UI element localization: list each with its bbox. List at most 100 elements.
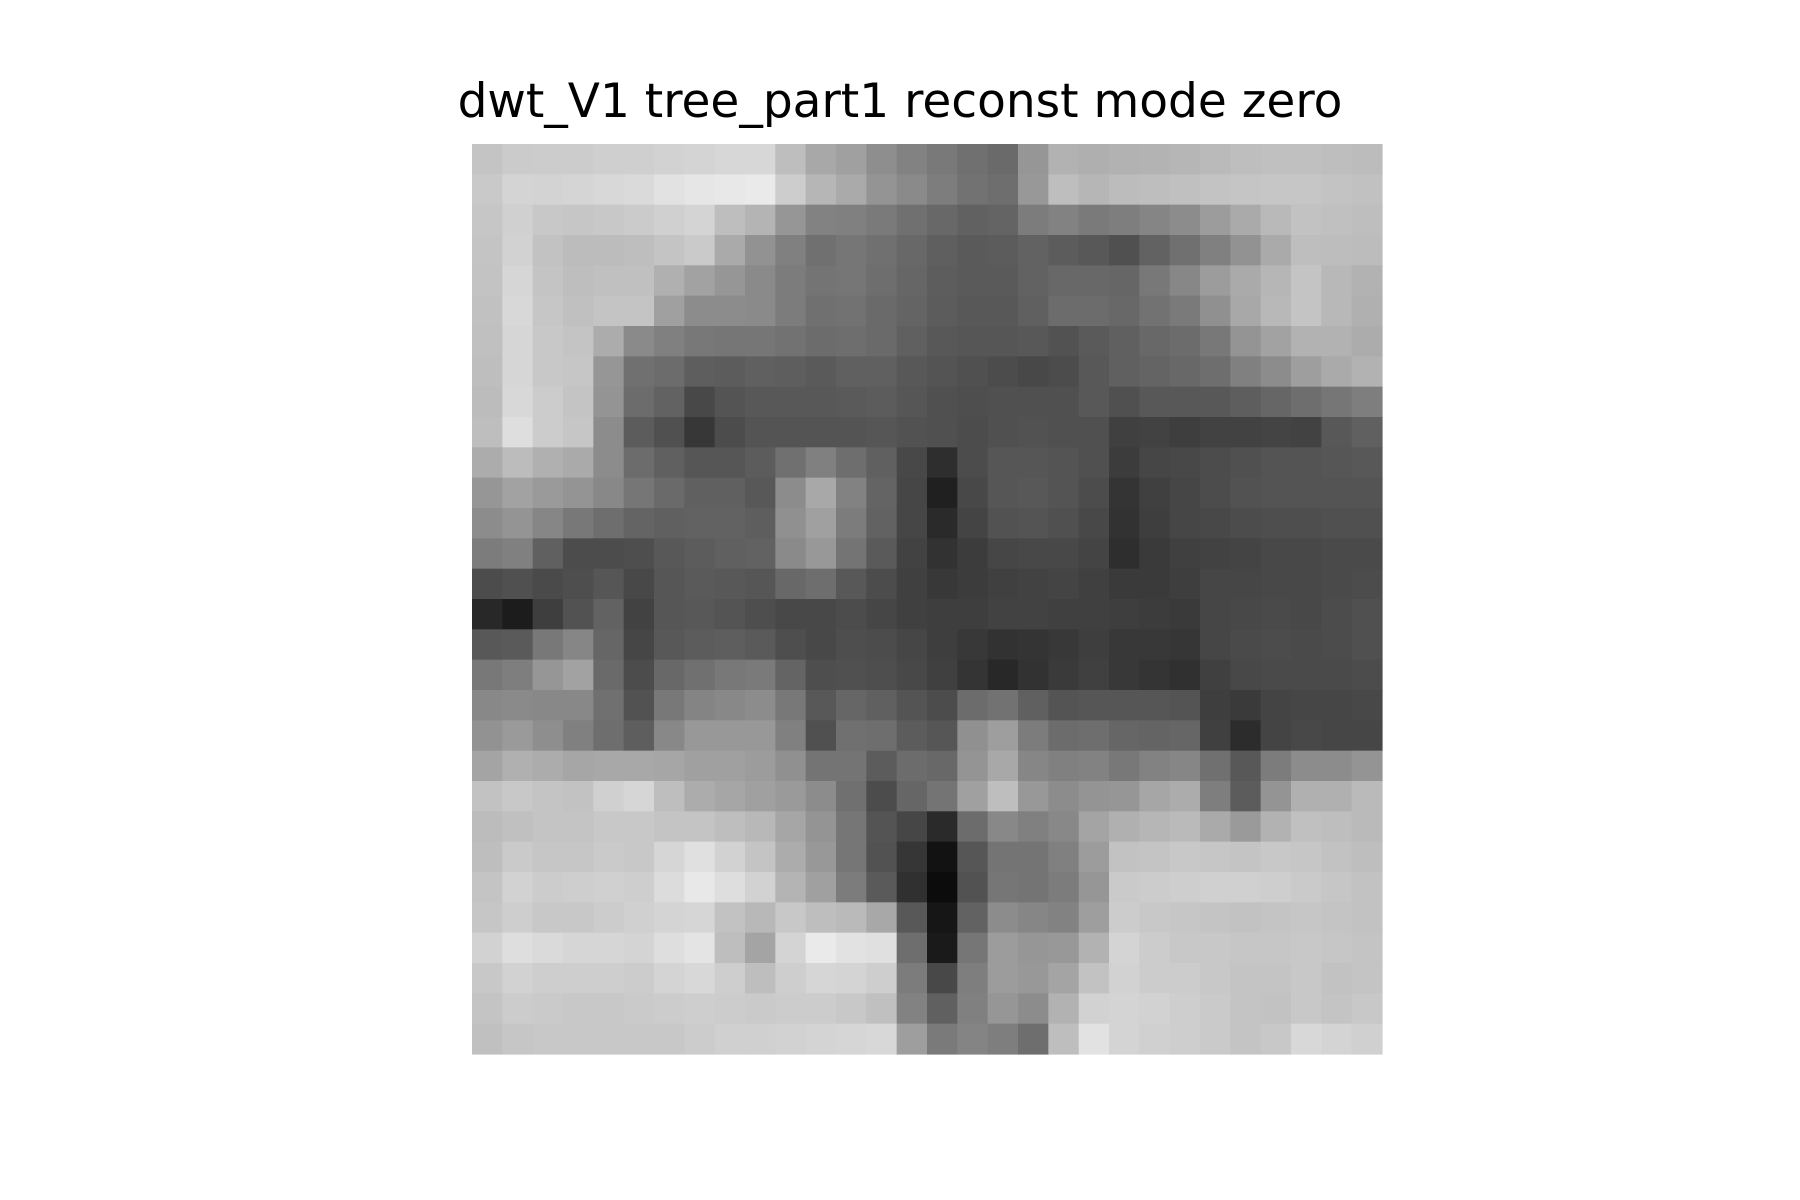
heatmap-cell <box>896 1023 928 1055</box>
heatmap-cell <box>684 872 716 903</box>
heatmap-cell <box>1018 932 1049 964</box>
heatmap-cell <box>654 781 685 812</box>
heatmap-cell <box>1200 356 1231 388</box>
heatmap-cell <box>1351 204 1383 236</box>
heatmap-cell <box>532 1023 564 1055</box>
heatmap-cell <box>593 235 625 266</box>
heatmap-cell <box>987 144 1019 175</box>
heatmap-cell <box>1260 902 1292 934</box>
heatmap-cell <box>1351 356 1383 388</box>
heatmap-cell <box>623 204 655 236</box>
heatmap-cell <box>987 659 1019 691</box>
heatmap-cell <box>1260 356 1292 388</box>
heatmap-cell <box>1291 841 1322 873</box>
heatmap-cell <box>502 326 534 357</box>
heatmap-cell <box>714 386 746 418</box>
heatmap-cell <box>836 629 867 661</box>
heatmap-cell <box>1230 599 1262 630</box>
heatmap-cell <box>1200 781 1231 812</box>
heatmap-cell <box>563 993 594 1025</box>
heatmap-cell <box>987 720 1019 752</box>
heatmap-cell <box>1321 508 1353 539</box>
heatmap-cell <box>1078 568 1110 600</box>
heatmap-cell <box>502 902 534 934</box>
heatmap-cell <box>1351 932 1383 964</box>
heatmap-cell <box>836 841 867 873</box>
heatmap-cell <box>714 872 746 903</box>
heatmap-cell <box>1018 295 1049 327</box>
heatmap-cell <box>714 447 746 479</box>
heatmap-cell <box>1018 993 1049 1025</box>
heatmap-cell <box>472 629 503 661</box>
heatmap-cell <box>1351 265 1383 297</box>
heatmap-cell <box>1048 1023 1080 1055</box>
heatmap-cell <box>1078 204 1110 236</box>
heatmap-cell <box>745 447 776 479</box>
heatmap-cell <box>836 174 867 206</box>
heatmap-cell <box>502 204 534 236</box>
heatmap-cell <box>1169 841 1201 873</box>
heatmap-cells <box>472 144 1383 1055</box>
heatmap-cell <box>1200 477 1231 509</box>
heatmap-cell <box>987 265 1019 297</box>
heatmap-cell <box>1230 963 1262 994</box>
heatmap-cell <box>1169 235 1201 266</box>
heatmap-cell <box>896 750 928 782</box>
heatmap-cell <box>775 993 807 1025</box>
heatmap-cell <box>593 508 625 539</box>
heatmap-cell <box>532 356 564 388</box>
heatmap-cell <box>1139 599 1171 630</box>
heatmap-cell <box>1351 235 1383 266</box>
heatmap-cell <box>836 599 867 630</box>
heatmap-cell <box>1169 508 1201 539</box>
heatmap-cell <box>532 781 564 812</box>
heatmap-cell <box>563 447 594 479</box>
heatmap-cell <box>1200 811 1231 843</box>
heatmap-cell <box>623 629 655 661</box>
heatmap-cell <box>654 690 685 721</box>
heatmap-cell <box>684 963 716 994</box>
heatmap-cell <box>1018 963 1049 994</box>
heatmap-cell <box>502 386 534 418</box>
heatmap-cell <box>987 538 1019 570</box>
heatmap-cell <box>1321 477 1353 509</box>
heatmap-cell <box>502 932 534 964</box>
heatmap-cell <box>684 447 716 479</box>
heatmap-cell <box>563 629 594 661</box>
heatmap-cell <box>1230 447 1262 479</box>
heatmap-cell <box>654 295 685 327</box>
heatmap-cell <box>502 295 534 327</box>
heatmap-cell <box>805 326 837 357</box>
heatmap-cell <box>1260 932 1292 964</box>
heatmap-cell <box>957 477 989 509</box>
heatmap-cell <box>927 690 958 721</box>
heatmap-cell <box>502 781 534 812</box>
heatmap-cell <box>472 811 503 843</box>
heatmap-cell <box>1200 963 1231 994</box>
heatmap-cell <box>1351 417 1383 448</box>
heatmap-cell <box>714 508 746 539</box>
heatmap-cell <box>654 538 685 570</box>
heatmap-cell <box>1078 326 1110 357</box>
heatmap-cell <box>745 599 776 630</box>
heatmap-cell <box>593 386 625 418</box>
heatmap-cell <box>1351 295 1383 327</box>
heatmap-cell <box>775 629 807 661</box>
heatmap-cell <box>1078 932 1110 964</box>
heatmap-cell <box>896 326 928 357</box>
heatmap-cell <box>927 386 958 418</box>
heatmap-cell <box>866 417 898 448</box>
heatmap-cell <box>1260 811 1292 843</box>
heatmap-cell <box>472 1023 503 1055</box>
heatmap-cell <box>654 144 685 175</box>
heatmap-cell <box>502 265 534 297</box>
heatmap-cell <box>957 417 989 448</box>
heatmap-cell <box>745 993 776 1025</box>
heatmap-cell <box>805 538 837 570</box>
heatmap-cell <box>1230 508 1262 539</box>
heatmap-cell <box>1078 993 1110 1025</box>
heatmap-cell <box>836 204 867 236</box>
heatmap-cell <box>987 174 1019 206</box>
heatmap-cell <box>593 356 625 388</box>
heatmap-cell <box>957 356 989 388</box>
